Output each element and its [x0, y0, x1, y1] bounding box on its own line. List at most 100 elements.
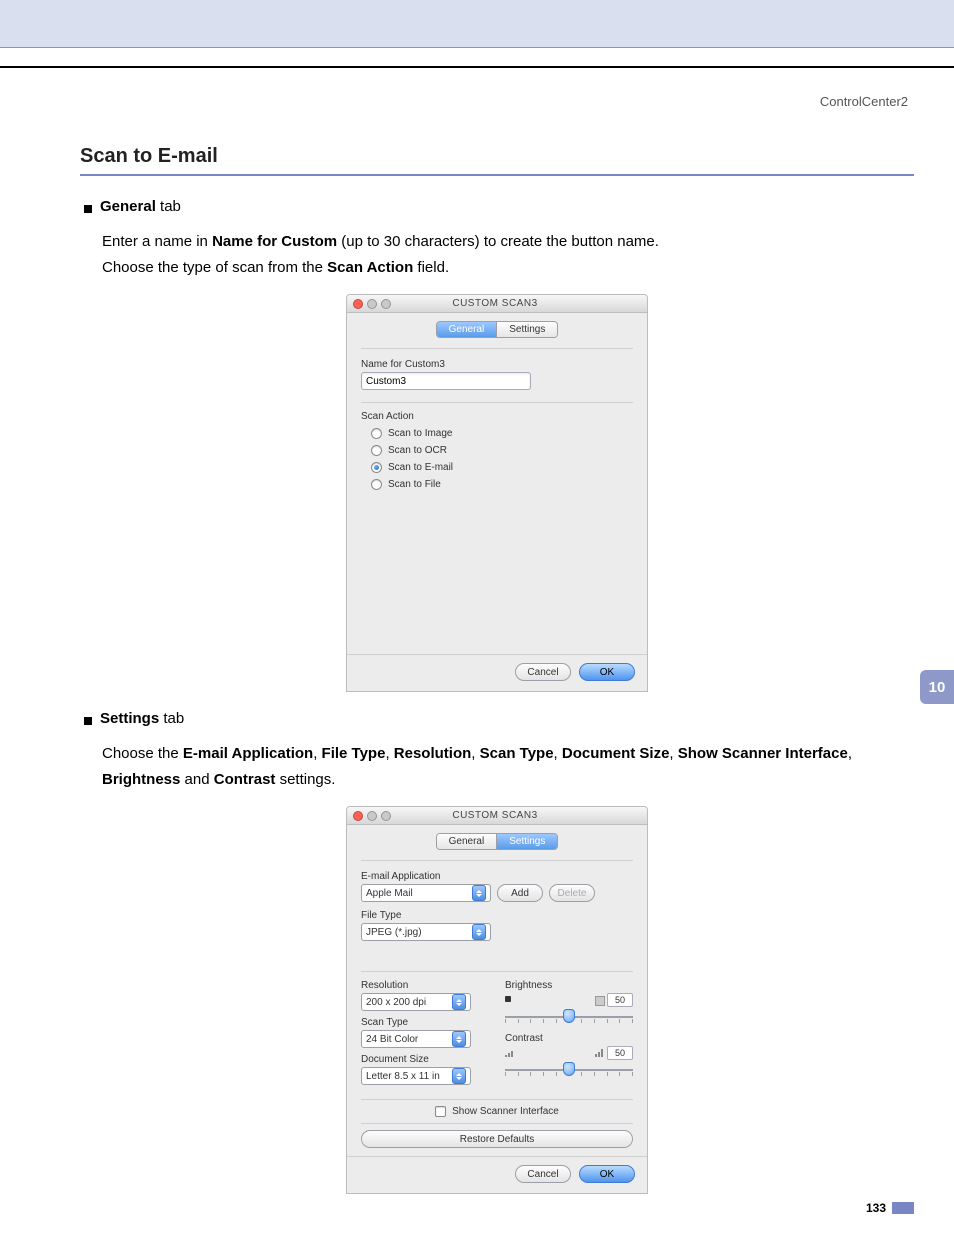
chevron-updown-icon — [452, 994, 466, 1010]
settings-body: Choose the E-mail Application, File Type… — [102, 741, 914, 792]
minimize-icon[interactable] — [367, 811, 377, 821]
contrast-low-icon — [505, 1049, 513, 1057]
scan-action-radio[interactable]: Scan to OCR — [371, 445, 633, 456]
email-app-select[interactable]: Apple Mail — [361, 884, 491, 902]
radio-label: Scan to OCR — [388, 445, 447, 456]
bullet-settings-text: Settings tab — [100, 710, 184, 727]
radio-label: Scan to E-mail — [388, 462, 453, 473]
cancel-button[interactable]: Cancel — [515, 1165, 571, 1183]
set-s7: and — [180, 771, 213, 788]
section-title: Scan to E-mail — [80, 145, 914, 176]
dialog-title: CUSTOM SCAN3 — [391, 810, 599, 821]
scan-action-radio[interactable]: Scan to E-mail — [371, 462, 633, 473]
chevron-updown-icon — [452, 1068, 466, 1084]
add-button[interactable]: Add — [497, 884, 543, 902]
contrast-label: Contrast — [505, 1033, 633, 1044]
contrast-slider[interactable] — [505, 1060, 633, 1080]
brightness-value[interactable]: 50 — [607, 993, 633, 1007]
ok-button[interactable]: OK — [579, 663, 635, 681]
name-for-custom-input[interactable] — [361, 372, 531, 390]
page-number: 133 — [866, 1201, 886, 1215]
bullet-settings-bold: Settings — [100, 710, 159, 727]
slider-thumb-icon[interactable] — [563, 1009, 575, 1023]
email-app-label: E-mail Application — [361, 871, 633, 882]
page-number-bar-icon — [892, 1202, 914, 1214]
scan-action-label: Scan Action — [361, 411, 633, 422]
gen-line2-pre: Choose the type of scan from the — [102, 259, 327, 276]
resolution-label: Resolution — [361, 980, 489, 991]
set-b8: Contrast — [214, 771, 276, 788]
tab-general[interactable]: General — [437, 834, 497, 849]
general-body: Enter a name in Name for Custom (up to 3… — [102, 229, 914, 280]
bullet-general-text: General tab — [100, 198, 181, 215]
bullet-settings-rest: tab — [159, 710, 184, 727]
brightness-low-icon — [505, 996, 513, 1004]
zoom-icon[interactable] — [381, 811, 391, 821]
dialog-titlebar[interactable]: CUSTOM SCAN3 — [347, 295, 647, 313]
resolution-select[interactable]: 200 x 200 dpi — [361, 993, 471, 1011]
bullet-general: General tab — [84, 198, 914, 215]
show-scanner-checkbox[interactable] — [435, 1106, 446, 1117]
restore-defaults-button[interactable]: Restore Defaults — [361, 1130, 633, 1148]
ok-button[interactable]: OK — [579, 1165, 635, 1183]
brightness-slider[interactable] — [505, 1007, 633, 1027]
set-b1: E-mail Application — [183, 745, 313, 762]
dialog-settings: CUSTOM SCAN3 General Settings E-mail App… — [346, 806, 648, 1194]
page-number-area: 133 — [866, 1201, 914, 1215]
set-s6: , — [848, 745, 852, 762]
contrast-value[interactable]: 50 — [607, 1046, 633, 1060]
dialog-titlebar[interactable]: CUSTOM SCAN3 — [347, 807, 647, 825]
delete-button[interactable]: Delete — [549, 884, 595, 902]
bullet-icon — [84, 717, 92, 725]
tab-settings[interactable]: Settings — [496, 834, 557, 849]
gen-line1-post: (up to 30 characters) to create the butt… — [337, 233, 659, 250]
set-s4: , — [554, 745, 562, 762]
set-b5: Document Size — [562, 745, 670, 762]
radio-icon[interactable] — [371, 445, 382, 456]
doc-header-title: ControlCenter2 — [80, 94, 908, 109]
file-type-select[interactable]: JPEG (*.jpg) — [361, 923, 491, 941]
email-app-value: Apple Mail — [366, 888, 413, 899]
tab-settings[interactable]: Settings — [496, 322, 557, 337]
radio-label: Scan to File — [388, 479, 441, 490]
set-line-post: settings. — [275, 771, 335, 788]
top-band — [0, 0, 954, 48]
zoom-icon[interactable] — [381, 299, 391, 309]
radio-label: Scan to Image — [388, 428, 452, 439]
traffic-lights — [353, 299, 391, 309]
scan-action-radio[interactable]: Scan to File — [371, 479, 633, 490]
minimize-icon[interactable] — [367, 299, 377, 309]
file-type-value: JPEG (*.jpg) — [366, 927, 422, 938]
bullet-general-bold: General — [100, 198, 156, 215]
brightness-label: Brightness — [505, 980, 633, 991]
contrast-high-icon — [595, 1049, 603, 1057]
set-s2: , — [385, 745, 393, 762]
close-icon[interactable] — [353, 299, 363, 309]
close-icon[interactable] — [353, 811, 363, 821]
chevron-updown-icon — [472, 924, 486, 940]
scan-type-label: Scan Type — [361, 1017, 489, 1028]
doc-size-label: Document Size — [361, 1054, 489, 1065]
scan-type-value: 24 Bit Color — [366, 1034, 418, 1045]
slider-thumb-icon[interactable] — [563, 1062, 575, 1076]
cancel-button[interactable]: Cancel — [515, 663, 571, 681]
file-type-label: File Type — [361, 910, 633, 921]
radio-icon[interactable] — [371, 428, 382, 439]
chapter-tab: 10 — [920, 670, 954, 704]
scan-action-radio[interactable]: Scan to Image — [371, 428, 633, 439]
gen-line2-bold: Scan Action — [327, 259, 413, 276]
brightness-high-icon — [595, 996, 603, 1004]
doc-size-value: Letter 8.5 x 11 in — [366, 1071, 440, 1082]
gen-line1-bold: Name for Custom — [212, 233, 337, 250]
name-for-custom-label: Name for Custom3 — [361, 359, 633, 370]
dialog-general: CUSTOM SCAN3 General Settings Name for C… — [346, 294, 648, 692]
traffic-lights — [353, 811, 391, 821]
radio-icon[interactable] — [371, 462, 382, 473]
tab-general[interactable]: General — [437, 322, 497, 337]
doc-size-select[interactable]: Letter 8.5 x 11 in — [361, 1067, 471, 1085]
tab-segment: General Settings — [436, 833, 559, 850]
scan-type-select[interactable]: 24 Bit Color — [361, 1030, 471, 1048]
show-scanner-label: Show Scanner Interface — [452, 1106, 559, 1117]
set-b7: Brightness — [102, 771, 180, 788]
radio-icon[interactable] — [371, 479, 382, 490]
